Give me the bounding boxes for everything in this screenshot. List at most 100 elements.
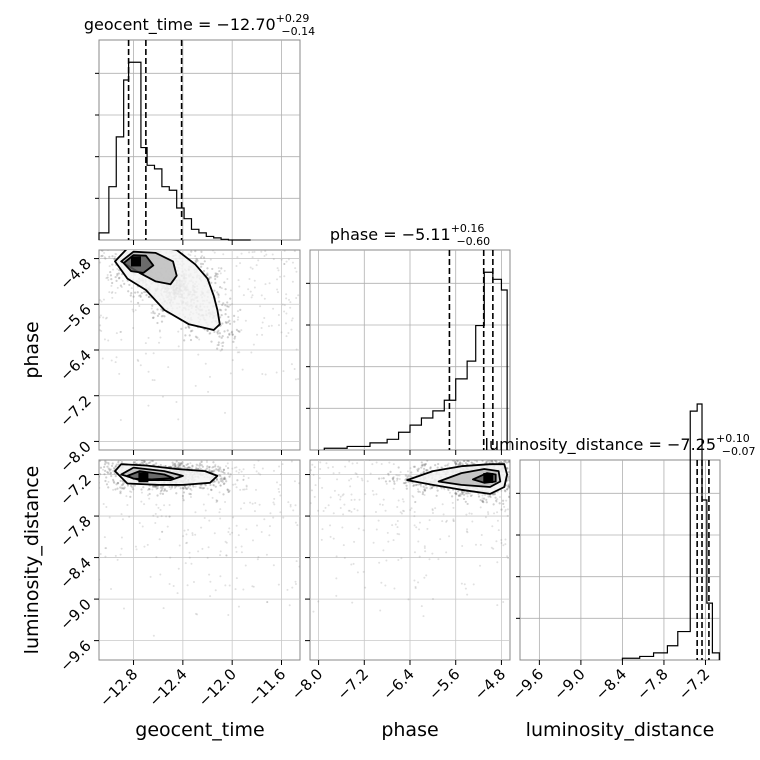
sample-point (248, 251, 251, 254)
sample-point (161, 530, 164, 533)
sample-point (431, 598, 434, 601)
sample-point (488, 461, 491, 464)
sample-point (119, 490, 122, 493)
sample-point (397, 499, 400, 502)
sample-point (143, 290, 146, 294)
sample-point (115, 253, 118, 256)
sample-point (163, 504, 166, 507)
sample-point (287, 332, 290, 335)
sample-point (423, 464, 426, 467)
sample-point (149, 575, 152, 578)
sample-point (226, 462, 229, 465)
y-tick-label-phase: −6.4 (56, 346, 94, 384)
sample-point (130, 287, 133, 290)
sample-point (223, 476, 226, 479)
sample-point (217, 296, 220, 299)
sample-point (119, 419, 122, 422)
sample-point (310, 469, 312, 472)
sample-point (153, 245, 155, 247)
sample-point (506, 508, 509, 511)
sample-point (384, 509, 387, 512)
sample-point (277, 313, 280, 316)
sample-point (186, 541, 189, 544)
sample-point (220, 348, 224, 351)
sample-point (466, 531, 469, 534)
x-tick-label-geocent_time: −12.4 (145, 665, 190, 710)
sample-point (506, 488, 509, 491)
sample-point (179, 487, 182, 490)
sample-point (92, 458, 94, 460)
sample-point (211, 466, 214, 469)
sample-point (463, 583, 466, 586)
sample-point (181, 494, 185, 498)
sample-point (452, 506, 455, 509)
sample-point (182, 245, 184, 247)
sample-point (423, 493, 426, 496)
sample-point (506, 467, 509, 470)
sample-point (243, 488, 246, 491)
sample-point (120, 330, 123, 333)
sample-point (392, 476, 395, 480)
sample-point (416, 469, 419, 473)
sample-point (407, 474, 410, 478)
sample-point (440, 487, 443, 490)
sample-point (250, 296, 253, 299)
panel-frame (98, 459, 301, 661)
sample-point (109, 472, 112, 475)
sample-point (225, 541, 228, 544)
sample-point (226, 488, 229, 491)
sample-point (150, 460, 153, 462)
sample-point (231, 303, 234, 306)
sample-point (354, 472, 357, 475)
sample-point (154, 485, 157, 488)
sample-point (216, 499, 219, 503)
sample-point (242, 478, 245, 481)
sample-point (187, 324, 190, 327)
sample-point (190, 489, 193, 492)
sample-point (466, 460, 469, 462)
sample-point (247, 288, 250, 291)
sample-point (279, 494, 282, 497)
sample-point (224, 411, 227, 414)
sample-point (233, 466, 236, 469)
sample-point (116, 558, 119, 561)
sample-point (115, 231, 117, 233)
sample-point (283, 262, 286, 265)
sample-point (490, 546, 493, 549)
sample-point (495, 461, 498, 464)
sample-point (156, 308, 159, 311)
sample-point (312, 473, 315, 476)
sample-point (145, 245, 147, 247)
sample-point (217, 266, 220, 269)
sample-point (156, 516, 159, 519)
sample-point (223, 477, 226, 480)
sample-point (226, 278, 229, 281)
sample-point (147, 295, 151, 299)
sample-point (276, 278, 279, 281)
sample-point (209, 332, 212, 335)
sample-point (123, 486, 126, 489)
sample-point (208, 573, 211, 576)
sample-point (388, 461, 391, 464)
sample-point (492, 493, 495, 496)
sample-point (317, 600, 320, 603)
sample-point (431, 511, 434, 514)
sample-point (291, 317, 294, 320)
y-tick-label-luminosity_distance: −7.2 (56, 471, 94, 509)
title-minus: −0.07 (722, 445, 756, 458)
sample-point (152, 456, 154, 458)
sample-point (420, 464, 423, 467)
sample-point (106, 470, 109, 474)
sample-point (172, 463, 175, 466)
sample-point (143, 460, 146, 463)
sample-point (168, 485, 171, 488)
sample-point (182, 497, 185, 500)
sample-point (99, 552, 102, 555)
sample-point (392, 475, 395, 478)
sample-point (364, 493, 367, 496)
sample-point (149, 228, 151, 230)
sample-point (216, 344, 219, 347)
sample-point (112, 480, 115, 483)
sample-point (116, 487, 119, 490)
sample-point (197, 467, 200, 471)
